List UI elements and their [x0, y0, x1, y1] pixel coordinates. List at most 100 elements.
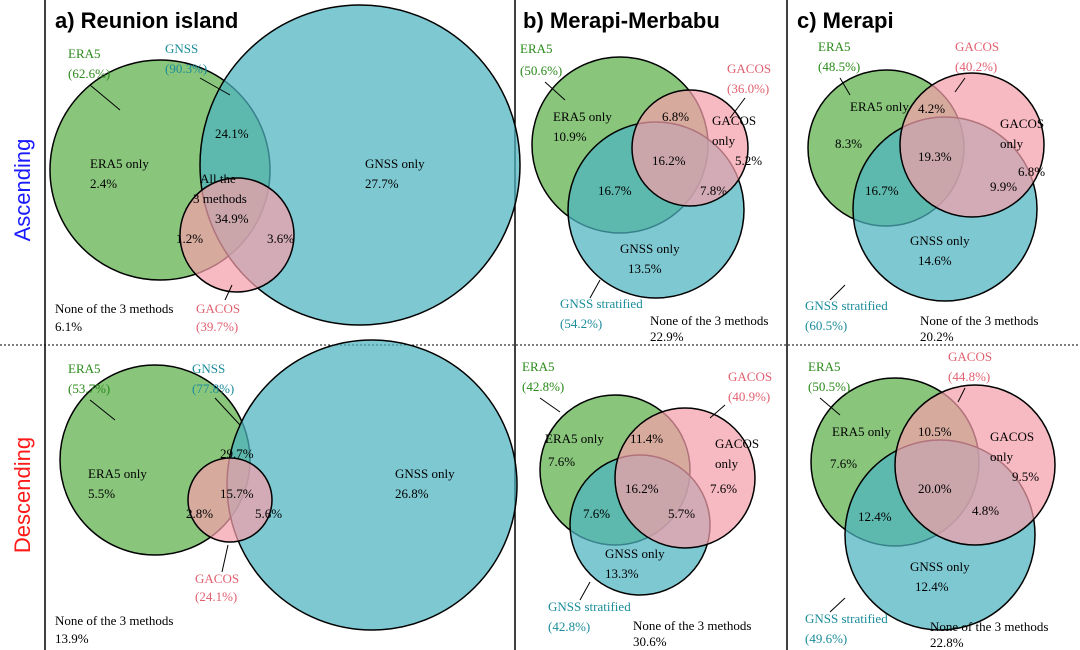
venn-label: 29.7% — [220, 446, 254, 461]
leader-line — [829, 284, 846, 301]
venn-label: (77.8%) — [192, 381, 234, 396]
venn-label: 34.9% — [215, 211, 249, 226]
venn-label: 10.9% — [553, 129, 587, 144]
venn-label: (49.6%) — [805, 631, 847, 646]
venn-label: GNSS stratified — [805, 611, 888, 626]
venn-label: 4.8% — [972, 503, 999, 518]
leader-line — [579, 581, 591, 601]
venn-label: (90.3%) — [165, 61, 207, 76]
venn-label: ERA5 — [520, 41, 553, 56]
venn-label: 14.6% — [918, 253, 952, 268]
venn-circle — [187, 457, 273, 543]
venn-circle — [614, 407, 756, 549]
venn-label: ERA5 — [68, 361, 101, 376]
venn-label: GACOS — [196, 301, 240, 316]
venn-label: 7.8% — [700, 183, 727, 198]
venn-label: GACOS — [955, 39, 999, 54]
venn-label: 26.8% — [395, 486, 429, 501]
venn-label: 7.6% — [548, 454, 575, 469]
venn-label: (54.2%) — [560, 316, 602, 331]
venn-label: 12.4% — [915, 579, 949, 594]
venn-circle — [226, 339, 518, 631]
venn-label: (44.8%) — [948, 369, 990, 384]
venn-label: ERA5 — [818, 39, 851, 54]
venn-label: 16.7% — [865, 183, 899, 198]
venn-label: 10.5% — [918, 424, 952, 439]
venn-label: 24.1% — [215, 126, 249, 141]
venn-shapes — [49, 4, 1056, 631]
venn-label: GNSS — [165, 41, 198, 56]
leader-line — [224, 284, 233, 301]
leader-line — [957, 387, 966, 403]
venn-label: 9.9% — [990, 179, 1017, 194]
venn-label: (62.6%) — [68, 66, 110, 81]
venn-label: All the — [200, 171, 236, 186]
leader-line — [199, 77, 231, 96]
venn-label: GACOS — [948, 349, 992, 364]
venn-label: GNSS stratified — [548, 599, 631, 614]
venn-label: 2.8% — [186, 506, 213, 521]
venn-label: only — [712, 133, 736, 148]
venn-label: GNSS stratified — [805, 298, 888, 313]
venn-label: GACOS — [712, 113, 756, 128]
venn-label: (39.7%) — [196, 319, 238, 334]
venn-circle — [179, 177, 295, 293]
venn-label: 3 methods — [193, 191, 247, 206]
venn-label: 16.7% — [598, 183, 632, 198]
venn-label: None of the 3 methods — [920, 313, 1038, 328]
venn-label: (53.7%) — [68, 381, 110, 396]
venn-label: 12.4% — [858, 509, 892, 524]
venn-label: 7.6% — [830, 456, 857, 471]
leader-line — [709, 404, 726, 419]
leader-line — [544, 81, 566, 101]
venn-label: (24.1%) — [195, 589, 237, 604]
leader-line — [539, 397, 561, 413]
venn-label: 19.3% — [918, 149, 952, 164]
venn-labels: ERA5 (62.6%) GNSS (90.3%) ERA5 only 2.4% 24.1%… — [55, 39, 1048, 650]
venn-label: 5.7% — [668, 506, 695, 521]
venn-label: (48.5%) — [818, 59, 860, 74]
venn-label: 22.9% — [650, 329, 684, 344]
venn-label: 20.2% — [920, 329, 954, 344]
venn-label: ERA5 — [68, 46, 101, 61]
leader-line — [89, 399, 116, 421]
venn-label: ERA5 only — [553, 109, 612, 124]
venn-circle — [899, 72, 1045, 218]
leader-line — [89, 84, 121, 111]
venn-circle — [631, 89, 749, 207]
row-label: Descending — [10, 437, 35, 553]
venn-label: 3.6% — [267, 231, 294, 246]
venn-label: None of the 3 methods — [930, 619, 1048, 634]
venn-label: only — [1000, 136, 1024, 151]
venn-label: ERA5 only — [88, 466, 147, 481]
venn-circle — [894, 384, 1056, 546]
leader-line — [589, 279, 601, 299]
venn-label: ERA5 only — [850, 99, 909, 114]
leader-line — [729, 97, 746, 119]
venn-label: ERA5 only — [90, 156, 149, 171]
venn-label: 5.2% — [735, 153, 762, 168]
venn-label: 1.2% — [176, 231, 203, 246]
venn-label: 16.2% — [625, 481, 659, 496]
venn-label: 20.0% — [918, 481, 952, 496]
venn-label: GNSS only — [620, 241, 680, 256]
panel-title: c) Merapi — [797, 8, 894, 33]
venn-label: 13.3% — [605, 566, 639, 581]
venn-label: None of the 3 methods — [650, 313, 768, 328]
venn-label: 6.8% — [1018, 164, 1045, 179]
venn-label: 30.6% — [633, 634, 667, 649]
venn-label: only — [715, 456, 739, 471]
venn-label: 5.6% — [255, 506, 282, 521]
venn-label: GACOS — [727, 61, 771, 76]
venn-label: (42.8%) — [548, 619, 590, 634]
venn-label: GNSS only — [395, 466, 455, 481]
venn-label: 7.6% — [710, 481, 737, 496]
row-label: Ascending — [10, 139, 35, 242]
venn-label: (40.2%) — [955, 59, 997, 74]
venn-label: (36.0%) — [727, 81, 769, 96]
venn-label: ERA5 — [808, 359, 841, 374]
venn-label: ERA5 — [522, 359, 555, 374]
venn-label: only — [990, 449, 1014, 464]
venn-label: GNSS only — [910, 233, 970, 248]
venn-label: GACOS — [715, 436, 759, 451]
